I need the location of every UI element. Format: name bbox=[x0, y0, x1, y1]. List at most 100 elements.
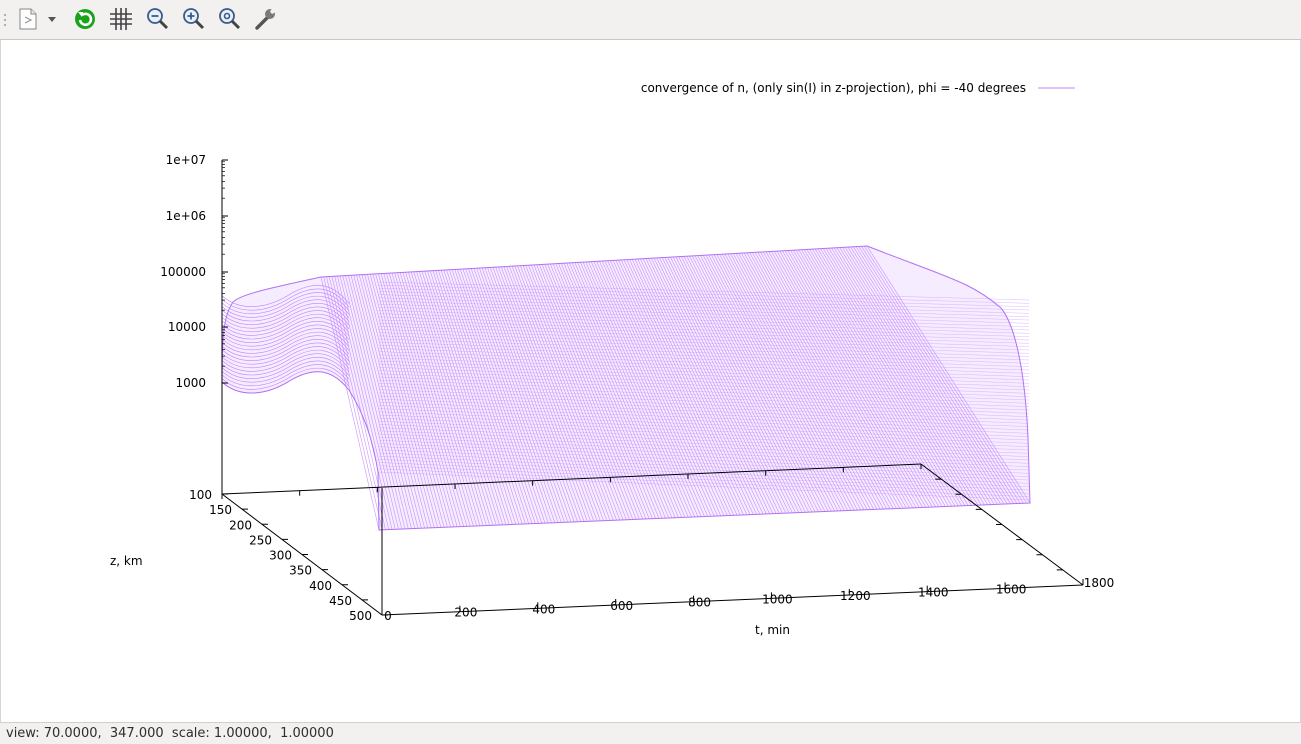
toolbar-grip-icon[interactable] bbox=[3, 12, 7, 28]
surface-contour bbox=[378, 326, 1030, 347]
surface-ruling bbox=[825, 248, 982, 506]
x-tick-label: 800 bbox=[688, 596, 711, 610]
surface-ruling bbox=[861, 246, 1024, 504]
surface-plot[interactable]: 1000100001000001e+061e+07100150200250300… bbox=[1, 40, 1301, 722]
status-bar: view: 70.0000, 347.000 scale: 1.00000, 1… bbox=[0, 722, 1301, 744]
axis-ticks bbox=[221, 159, 1084, 616]
surface-contour bbox=[378, 338, 1030, 361]
zoom-in-button[interactable] bbox=[178, 4, 208, 34]
surface-wave-line bbox=[221, 339, 350, 361]
legend: convergence of n, (only sin(I) in z-proj… bbox=[641, 81, 1075, 95]
y-axis-label: z, km bbox=[110, 554, 143, 568]
surface-fill bbox=[222, 246, 1030, 530]
zoom-out-button[interactable] bbox=[142, 4, 172, 34]
export-icon bbox=[19, 8, 37, 30]
export-dropdown-button[interactable] bbox=[44, 4, 60, 34]
y-tick-label: 350 bbox=[289, 564, 312, 578]
surface-wave-line bbox=[221, 310, 350, 332]
surface-wave-line bbox=[221, 346, 350, 368]
surface-ruling bbox=[828, 248, 985, 506]
surface-contour bbox=[378, 335, 1030, 357]
surface-contour bbox=[378, 316, 1030, 337]
surface-contour bbox=[378, 357, 1030, 381]
surface-wave-line bbox=[221, 364, 350, 386]
surface-contour bbox=[378, 294, 1030, 314]
z-tick-label: 10000 bbox=[168, 320, 206, 334]
surface-ruling bbox=[850, 246, 1011, 504]
x-tick-label: 1400 bbox=[918, 586, 949, 600]
surface-ruling bbox=[820, 248, 975, 506]
x-axis-line bbox=[381, 584, 1084, 616]
surface-wave-line bbox=[221, 324, 350, 347]
surface-contour bbox=[378, 389, 1030, 414]
surface-contour bbox=[378, 436, 1030, 464]
settings-button[interactable] bbox=[250, 4, 280, 34]
y-tick-label: 500 bbox=[349, 609, 372, 623]
replot-button[interactable] bbox=[70, 4, 100, 34]
surface-contour bbox=[378, 386, 1030, 411]
x-tick-label: 0 bbox=[384, 609, 392, 623]
surface-ruling bbox=[803, 249, 956, 507]
surface-wave-line bbox=[221, 360, 350, 383]
surface-contour bbox=[378, 313, 1030, 334]
z-tick-label: 1000 bbox=[175, 376, 206, 390]
export-button[interactable] bbox=[13, 4, 43, 34]
settings-wrench-icon bbox=[255, 9, 275, 30]
y-tick-label: 200 bbox=[229, 518, 252, 532]
grid-icon bbox=[110, 8, 132, 30]
surface-wave-line bbox=[221, 285, 350, 307]
surface-contour bbox=[378, 291, 1030, 311]
surface-contour bbox=[378, 411, 1030, 437]
surface-ruling bbox=[855, 246, 1018, 504]
z-tick-label: 1e+06 bbox=[166, 209, 206, 223]
surface-contour bbox=[378, 408, 1030, 434]
surface-ruling bbox=[806, 249, 959, 507]
surface-contour bbox=[378, 462, 1030, 491]
y-tick-label: 300 bbox=[269, 549, 292, 563]
surface-contour bbox=[378, 414, 1030, 441]
surface-wave-line bbox=[221, 317, 350, 340]
surface-contour bbox=[378, 354, 1030, 377]
surface-contour bbox=[378, 373, 1030, 397]
surface-contour bbox=[378, 351, 1030, 374]
surface-ruling bbox=[864, 245, 1027, 504]
surface-wave-line bbox=[221, 328, 350, 350]
plot-area[interactable]: 1000 10000 100000 1e+06 1e+07 100 150 200 250 300… bbox=[0, 40, 1301, 722]
surface-wave-line bbox=[221, 331, 350, 354]
surface-ruling bbox=[866, 245, 1031, 504]
surface-contour bbox=[378, 332, 1030, 354]
surface-ruling bbox=[831, 247, 988, 505]
surface-contour bbox=[378, 297, 1030, 317]
surface-ruling bbox=[858, 246, 1021, 504]
x-tick-label: 200 bbox=[454, 606, 477, 620]
x-tick-label: 600 bbox=[610, 599, 633, 613]
surface-ruling bbox=[839, 247, 998, 505]
surface-wave-line bbox=[221, 313, 350, 336]
surface-ruling bbox=[823, 248, 979, 506]
surface-contour bbox=[378, 307, 1030, 327]
surface-contour bbox=[378, 322, 1030, 344]
grid-button[interactable] bbox=[106, 4, 136, 34]
zoom-reset-icon bbox=[219, 8, 241, 30]
surface-contour bbox=[378, 300, 1030, 321]
surface-contour bbox=[378, 284, 1030, 304]
surface-contour bbox=[378, 421, 1030, 447]
surface-contour bbox=[378, 417, 1030, 444]
surface-wave-line bbox=[221, 357, 350, 379]
surface-contour bbox=[378, 348, 1030, 371]
dropdown-arrow-icon bbox=[48, 17, 56, 22]
surface-ruling bbox=[817, 248, 972, 506]
surface-contour bbox=[378, 345, 1030, 367]
surface-contour bbox=[378, 468, 1030, 497]
surface-contour bbox=[378, 319, 1030, 341]
surface-wave-line bbox=[221, 367, 350, 390]
surface-ruling bbox=[847, 246, 1008, 505]
x-tick-label: 1800 bbox=[1084, 576, 1115, 590]
surface-contour bbox=[378, 427, 1030, 454]
zoom-reset-button[interactable] bbox=[214, 4, 244, 34]
back-axis-line bbox=[221, 463, 922, 495]
surface-wave-line bbox=[221, 292, 350, 314]
y-tick-label: 100 bbox=[189, 488, 212, 502]
surface-wave-line bbox=[221, 342, 350, 365]
surface-wave-line bbox=[221, 303, 350, 325]
